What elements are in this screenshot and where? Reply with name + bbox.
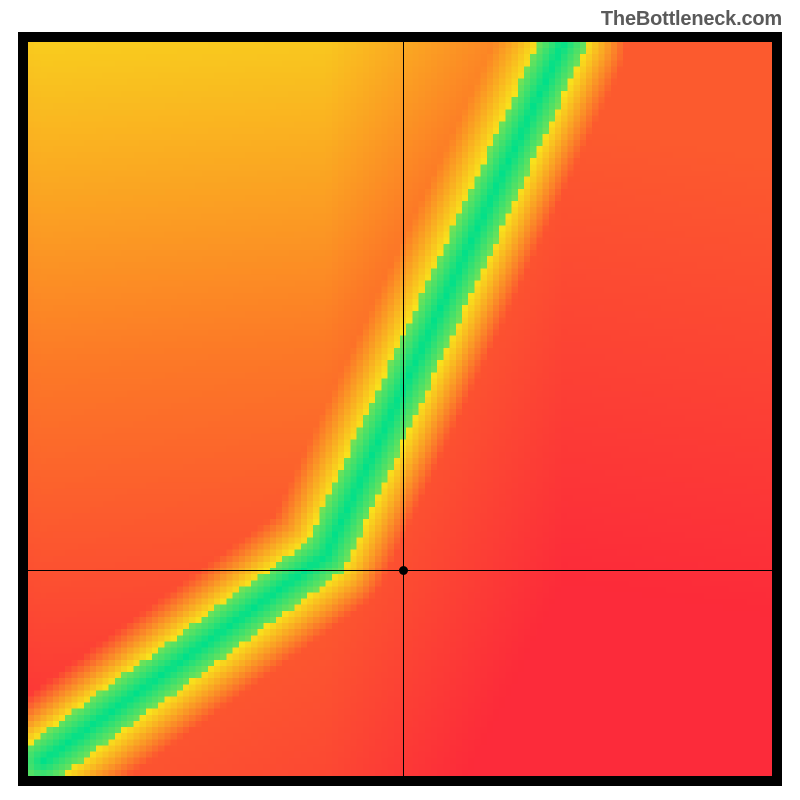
watermark-text: TheBottleneck.com: [601, 8, 782, 31]
plot-area: [18, 32, 782, 786]
crosshair-vertical: [403, 42, 404, 776]
heatmap-canvas: [28, 42, 772, 776]
chart-container: TheBottleneck.com: [0, 0, 800, 800]
